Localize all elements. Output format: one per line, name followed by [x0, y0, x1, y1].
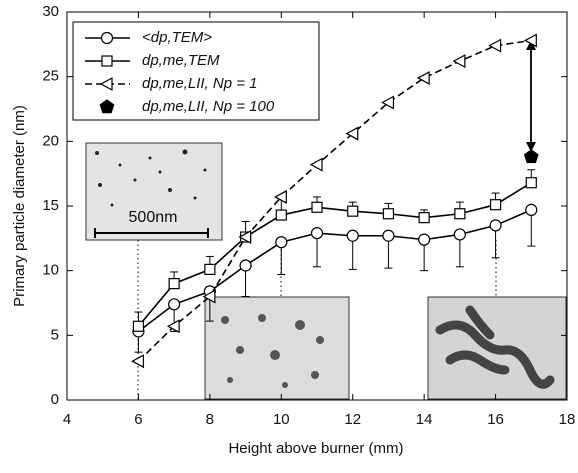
y-axis-label: Primary particle diameter (nm)	[11, 105, 28, 307]
y-tick-label: 25	[42, 68, 59, 85]
x-tick-label: 8	[206, 411, 214, 428]
series	[523, 149, 539, 164]
marker	[99, 99, 115, 114]
marker	[275, 209, 287, 221]
inset-image	[85, 142, 223, 241]
y-tick-label: 30	[42, 3, 59, 20]
marker	[381, 95, 395, 110]
aggregates	[435, 305, 555, 389]
marker	[452, 54, 466, 69]
marker	[453, 228, 466, 241]
marker	[99, 76, 113, 92]
marker	[310, 227, 324, 240]
marker	[418, 233, 431, 246]
legend-label: dp,me,LII, Np = 100	[142, 98, 275, 115]
marker	[382, 208, 395, 220]
legend-label: <dp,TEM>	[142, 29, 212, 46]
scale-label: 500nm	[129, 209, 178, 226]
marker	[238, 230, 252, 245]
x-tick-label: 18	[559, 411, 576, 428]
marker	[101, 55, 113, 67]
marker	[239, 259, 252, 272]
marker	[488, 38, 502, 53]
legend-label: dp,me,TEM	[142, 52, 220, 69]
x-tick-label: 6	[134, 411, 142, 428]
series	[131, 33, 537, 369]
x-tick-label: 12	[344, 411, 361, 428]
inset-images: 500nm	[85, 142, 567, 400]
double-arrow	[526, 40, 536, 152]
legend-label: dp,me,LII, Np = 1	[142, 75, 257, 92]
marker	[489, 199, 502, 211]
y-tick-label: 0	[51, 391, 59, 408]
marker	[418, 212, 430, 224]
y-tick-label: 5	[51, 326, 59, 343]
marker	[523, 149, 539, 164]
y-tick-label: 10	[42, 262, 59, 279]
series-line	[137, 39, 532, 362]
marker	[202, 289, 216, 304]
inset-image	[204, 296, 350, 400]
marker	[489, 219, 502, 232]
y-tick-label: 15	[42, 197, 59, 214]
marker	[309, 157, 323, 172]
series-line	[137, 209, 532, 333]
marker	[454, 208, 466, 220]
marker	[347, 205, 359, 217]
marker	[382, 229, 395, 242]
marker	[524, 33, 537, 48]
marker	[168, 298, 181, 311]
marker	[311, 201, 323, 213]
x-tick-label: 4	[63, 411, 71, 428]
marker	[525, 203, 538, 216]
marker	[525, 177, 537, 189]
marker	[132, 320, 145, 332]
x-tick-label: 16	[487, 411, 504, 428]
marker	[274, 189, 287, 204]
marker	[416, 70, 430, 85]
particles	[95, 149, 207, 207]
marker	[166, 319, 180, 334]
marker	[168, 278, 180, 290]
series-line	[137, 182, 532, 327]
marker	[275, 236, 288, 249]
marker	[131, 354, 145, 369]
particles	[221, 314, 324, 388]
marker	[346, 229, 359, 242]
x-axis-label: Height above burner (mm)	[228, 440, 403, 457]
x-tick-label: 14	[416, 411, 433, 428]
marker	[345, 126, 359, 141]
marker	[204, 263, 216, 275]
marker	[100, 31, 114, 45]
x-tick-label: 10	[273, 411, 290, 428]
y-tick-label: 20	[42, 132, 59, 149]
